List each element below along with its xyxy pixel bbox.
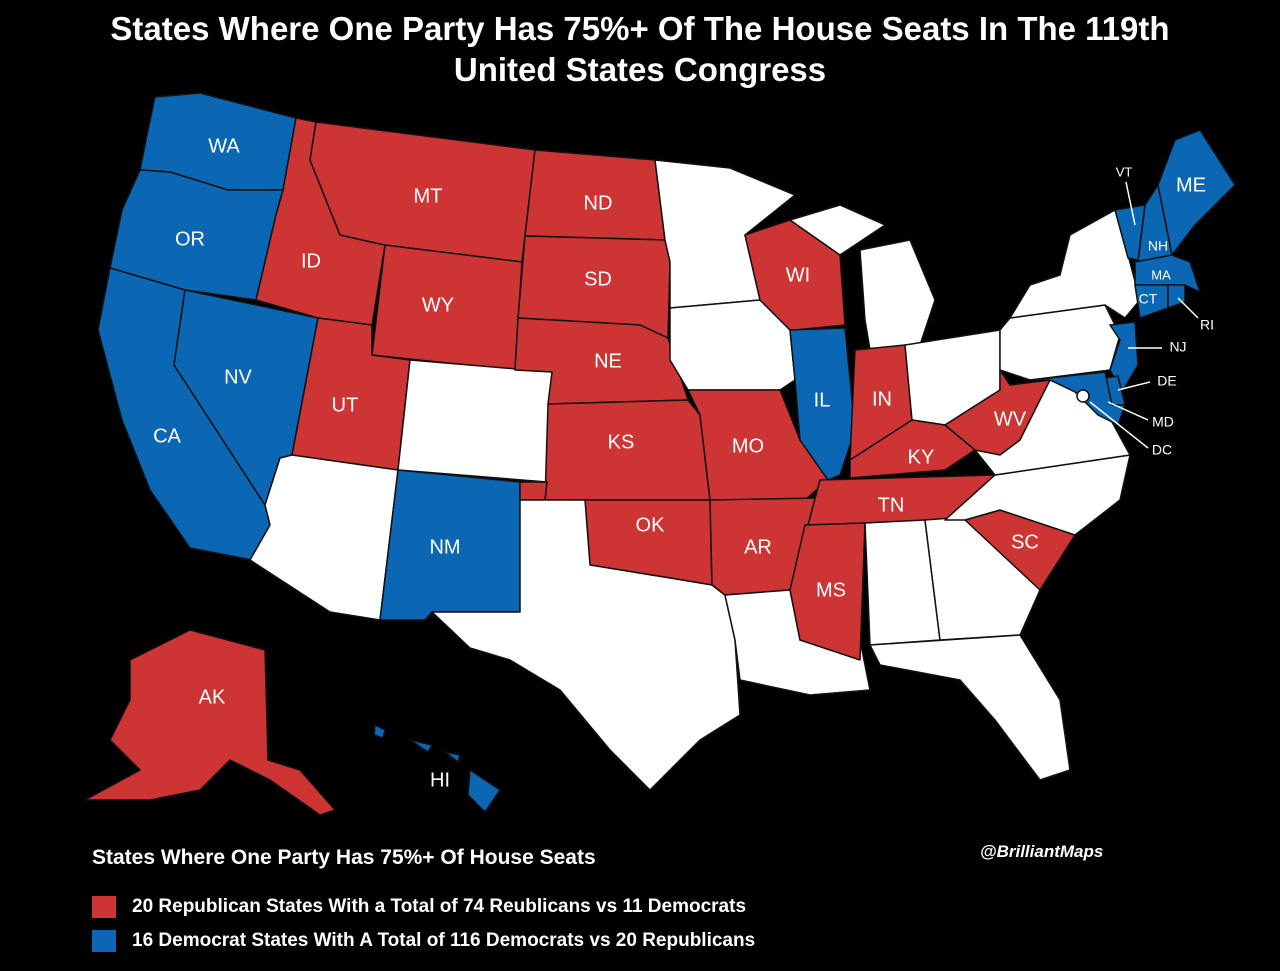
label-wv: WV [994,408,1027,430]
state-co[interactable] [397,359,553,483]
label-nj: NJ [1169,339,1186,355]
republican-swatch [92,896,116,918]
state-mo[interactable] [687,389,829,501]
label-wi: WI [786,264,810,286]
label-ky: KY [908,446,935,468]
state-ri[interactable] [1167,284,1186,309]
state-tx[interactable] [431,499,741,791]
label-ak: AK [199,686,226,708]
label-ri: RI [1200,317,1214,333]
state-il[interactable] [789,327,856,481]
ri-callout-line [1177,297,1199,319]
state-ak[interactable] [84,629,336,816]
label-nh: NH [1148,238,1168,254]
label-nv: NV [224,366,252,388]
label-id: ID [301,250,321,272]
label-ok: OK [636,514,666,536]
label-hi: HI [430,769,450,791]
credit-watermark: @BrilliantMaps [980,842,1104,861]
state-wv[interactable] [944,369,1051,456]
label-tn: TN [878,494,905,516]
map-title-line-1: States Where One Party Has 75%+ Of The H… [110,10,1170,47]
democrat-swatch [92,930,116,952]
md-callout-line [1107,401,1149,421]
dc-callout-line [1089,401,1149,449]
label-dc: DC [1152,442,1172,458]
label-ct: CT [1139,291,1158,307]
label-mo: MO [732,435,764,457]
label-nm: NM [429,536,460,558]
state-fl[interactable] [869,634,1071,781]
label-or: OR [175,228,205,250]
label-wa: WA [208,135,240,157]
label-in: IN [872,388,892,410]
de-callout-line [1117,381,1151,391]
small-state-callouts [1089,181,1199,449]
map-title: States Where One Party Has 75%+ Of The H… [0,8,1280,90]
label-ar: AR [744,536,772,558]
state-dc[interactable] [1076,389,1090,403]
legend-republican-label: 20 Republican States With a Total of 74 … [132,896,747,917]
state-ms[interactable] [789,522,866,661]
label-ca: CA [153,425,181,447]
label-nd: ND [584,192,613,214]
label-vt: VT [1116,164,1133,179]
label-ks: KS [608,431,635,453]
label-sd: SD [584,268,612,290]
vt-callout-line [1125,181,1136,226]
state-hi[interactable] [373,724,501,813]
label-ms: MS [816,579,846,601]
legend-democrat-label: 16 Democrat States With A Total of 116 D… [132,930,756,951]
label-md: MD [1152,414,1174,430]
label-ne: NE [594,350,622,372]
label-sc: SC [1011,531,1039,553]
label-me: ME [1176,174,1206,196]
legend-title: States Where One Party Has 75%+ Of House… [92,846,596,869]
label-wy: WY [422,294,454,316]
label-il: IL [814,389,831,411]
label-ma: MA [1151,267,1171,282]
legend-item-republican: 20 Republican States With a Total of 74 … [92,896,746,918]
map-title-line-2: United States Congress [453,51,827,88]
label-mt: MT [414,185,443,207]
label-de: DE [1157,373,1176,389]
label-ut: UT [332,394,359,416]
legend-item-democrat: 16 Democrat States With A Total of 116 D… [92,930,755,952]
